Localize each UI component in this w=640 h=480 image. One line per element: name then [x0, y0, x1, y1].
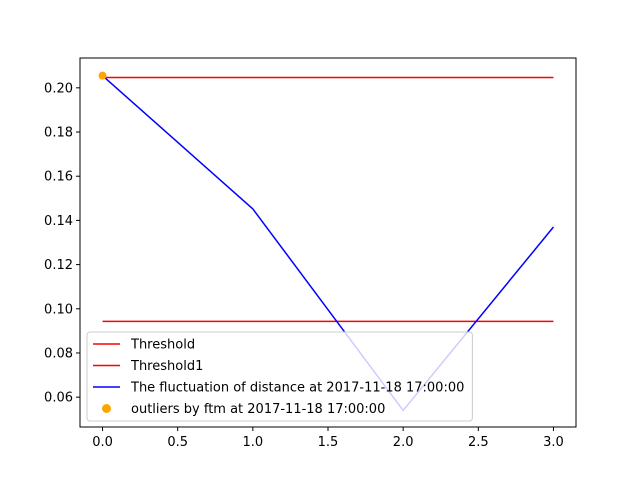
y-axis: 0.06 0.08 0.10 0.12 0.14 0.16 0.18 0.20 [44, 81, 80, 406]
legend-label: The fluctuation of distance at 2017-11-1… [130, 381, 464, 396]
legend-item: Threshold [93, 338, 195, 353]
legend-box [86, 331, 473, 422]
legend-item: Threshold1 [93, 359, 203, 374]
y-tick-label: 0.20 [44, 81, 73, 96]
y-tick-label: 0.08 [44, 346, 73, 361]
legend-label: Threshold1 [130, 359, 203, 374]
legend: Threshold Threshold1 The fluctuation of di… [86, 331, 473, 422]
legend-label: Threshold [130, 338, 195, 353]
y-tick-label: 0.10 [44, 302, 73, 317]
y-tick-label: 0.14 [44, 214, 73, 229]
x-tick-label: 2.5 [468, 435, 489, 450]
y-tick-label: 0.18 [44, 126, 73, 141]
legend-item: The fluctuation of distance at 2017-11-1… [93, 381, 464, 396]
legend-item: outliers by ftm at 2017-11-18 17:00:00 [102, 402, 385, 417]
x-tick-label: 1.0 [243, 435, 264, 450]
x-axis: 0.0 0.5 1.0 1.5 2.0 2.5 3.0 [92, 427, 564, 450]
series-layer [98, 71, 555, 412]
x-tick-label: 0.5 [167, 435, 188, 450]
x-tick-label: 1.5 [318, 435, 339, 450]
y-tick-label: 0.12 [44, 258, 73, 273]
scatter-point [98, 71, 107, 80]
y-tick-label: 0.16 [44, 170, 73, 185]
y-tick-label: 0.06 [44, 391, 73, 406]
legend-marker-swatch [102, 404, 111, 413]
x-tick-label: 3.0 [543, 435, 564, 450]
x-tick-label: 2.0 [393, 435, 414, 450]
x-tick-label: 0.0 [92, 435, 113, 450]
series-line-2 [102, 75, 555, 412]
legend-label: outliers by ftm at 2017-11-18 17:00:00 [131, 402, 385, 417]
